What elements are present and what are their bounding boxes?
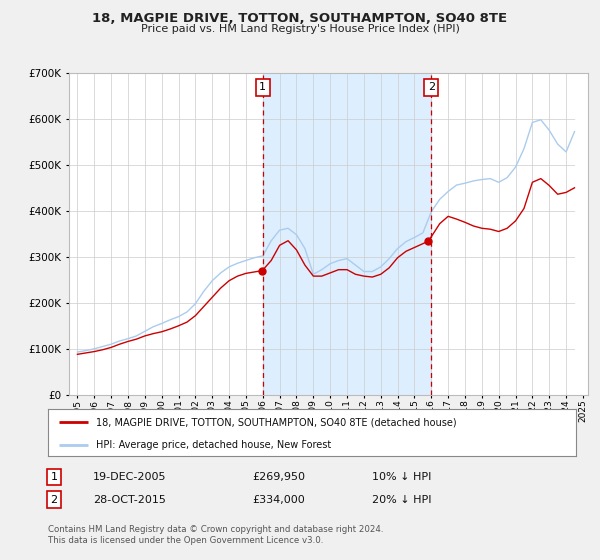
- Text: 1: 1: [50, 472, 58, 482]
- Text: 19-DEC-2005: 19-DEC-2005: [93, 472, 167, 482]
- Bar: [263, 73, 431, 395]
- Text: This data is licensed under the Open Government Licence v3.0.: This data is licensed under the Open Gov…: [48, 536, 323, 545]
- Text: Contains HM Land Registry data © Crown copyright and database right 2024.: Contains HM Land Registry data © Crown c…: [48, 525, 383, 534]
- Text: 20% ↓ HPI: 20% ↓ HPI: [372, 494, 431, 505]
- Text: 18, MAGPIE DRIVE, TOTTON, SOUTHAMPTON, SO40 8TE (detached house): 18, MAGPIE DRIVE, TOTTON, SOUTHAMPTON, S…: [95, 417, 456, 427]
- Text: 10% ↓ HPI: 10% ↓ HPI: [372, 472, 431, 482]
- Text: £269,950: £269,950: [252, 472, 305, 482]
- Text: 18, MAGPIE DRIVE, TOTTON, SOUTHAMPTON, SO40 8TE: 18, MAGPIE DRIVE, TOTTON, SOUTHAMPTON, S…: [92, 12, 508, 25]
- Text: 28-OCT-2015: 28-OCT-2015: [93, 494, 166, 505]
- Text: 1: 1: [259, 82, 266, 92]
- Bar: [575, 73, 588, 395]
- Text: HPI: Average price, detached house, New Forest: HPI: Average price, detached house, New …: [95, 440, 331, 450]
- Text: Price paid vs. HM Land Registry's House Price Index (HPI): Price paid vs. HM Land Registry's House …: [140, 24, 460, 34]
- Text: £334,000: £334,000: [252, 494, 305, 505]
- Text: 2: 2: [428, 82, 435, 92]
- Text: 2: 2: [50, 494, 58, 505]
